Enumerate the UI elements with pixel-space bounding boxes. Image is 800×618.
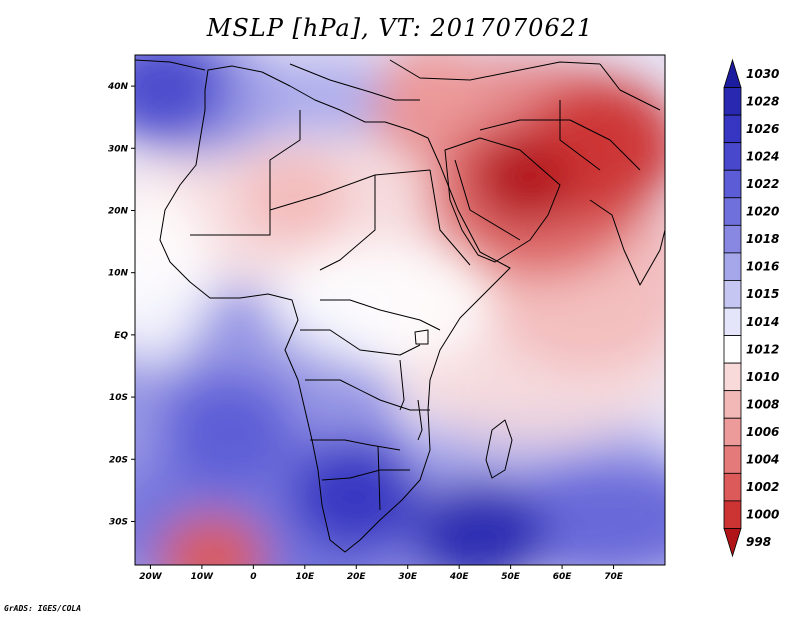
colorbar-segment — [724, 528, 741, 556]
colorbar-segment — [724, 280, 741, 308]
x-axis: 20W 10W 0 10E 20E 30E 40E 50E 60E 70E — [139, 565, 624, 582]
x-tick-label: 60E — [553, 572, 573, 582]
colorbar-segment — [724, 170, 741, 198]
y-tick-label: 30N — [108, 144, 129, 154]
colorbar-segment — [724, 88, 741, 116]
colorbar-label: 1018 — [746, 232, 779, 246]
x-tick-label: 20E — [347, 572, 367, 582]
colorbar-label: 1010 — [746, 370, 779, 384]
y-tick-label: 10N — [108, 269, 129, 279]
map-figure: 20W 10W 0 10E 20E 30E 40E 50E 60E 70E 40N 30N 20N 10… — [0, 0, 800, 618]
colorbar-label: 1000 — [746, 508, 779, 522]
high-pressure-center — [290, 442, 422, 552]
y-tick-label: 30S — [109, 517, 128, 527]
x-tick-label: 0 — [250, 572, 256, 582]
y-tick-label: 10S — [109, 393, 128, 403]
colorbar-segment — [724, 143, 741, 171]
low-pressure-center — [241, 153, 349, 243]
colorbar-segment — [724, 363, 741, 391]
low-pressure-center — [549, 97, 657, 187]
y-axis: 40N 30N 20N 10N EQ 10S 20S 30S — [107, 82, 135, 527]
colorbar-label: 1024 — [746, 149, 779, 163]
colorbar: 1030 1028 1026 1024 1022 1020 1018 1016 1015 1014… — [724, 60, 779, 556]
colorbar-segment — [724, 225, 741, 253]
grads-credit: GrADS: IGES/COLA — [4, 604, 81, 613]
field-region — [272, 244, 492, 364]
colorbar-label: 1012 — [746, 342, 779, 356]
colorbar-segment — [724, 473, 741, 501]
colorbar-segment — [724, 308, 741, 336]
x-tick-label: 10W — [191, 572, 215, 582]
colorbar-segment — [724, 418, 741, 446]
x-tick-label: 30E — [398, 572, 418, 582]
y-tick-label: 20N — [108, 206, 129, 216]
colorbar-segment — [724, 446, 741, 474]
colorbar-label: 1016 — [746, 260, 779, 274]
colorbar-label: 1014 — [746, 315, 779, 329]
colorbar-label: 998 — [746, 535, 771, 549]
x-tick-label: 40E — [449, 572, 470, 582]
colorbar-label: 1002 — [746, 480, 779, 494]
colorbar-label: 1015 — [746, 287, 779, 301]
colorbar-label: 1028 — [746, 94, 779, 108]
y-tick-label: EQ — [114, 331, 128, 341]
colorbar-label: 1020 — [746, 205, 779, 219]
colorbar-segment — [724, 253, 741, 281]
colorbar-label: 1022 — [746, 177, 779, 191]
colorbar-segment — [724, 501, 741, 529]
y-tick-label: 40N — [107, 82, 129, 92]
colorbar-segment — [724, 391, 741, 419]
y-tick-label: 20S — [109, 455, 128, 465]
colorbar-segment — [724, 198, 741, 226]
colorbar-segment — [724, 60, 741, 88]
low-pressure-center — [158, 514, 266, 604]
x-tick-label: 20W — [139, 572, 163, 582]
x-tick-label: 70E — [604, 572, 624, 582]
colorbar-label: 1004 — [746, 453, 779, 467]
colorbar-label: 1008 — [746, 397, 779, 411]
colorbar-segment — [724, 115, 741, 143]
colorbar-label: 1030 — [746, 67, 779, 81]
pressure-field — [48, 31, 734, 618]
x-tick-label: 10E — [295, 572, 315, 582]
colorbar-label: 1006 — [746, 425, 779, 439]
high-pressure-center — [414, 479, 546, 589]
x-tick-label: 50E — [501, 572, 521, 582]
colorbar-segment — [724, 336, 741, 364]
colorbar-label: 1026 — [746, 122, 779, 136]
high-pressure-center — [162, 373, 294, 483]
